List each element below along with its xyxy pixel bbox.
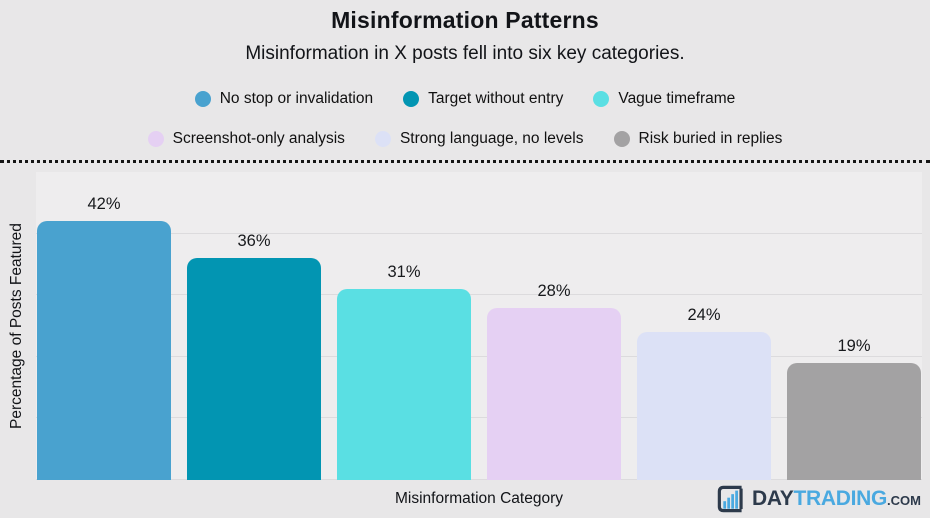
gridline — [36, 355, 922, 357]
bar — [337, 289, 471, 480]
logo-day-text: DAY — [751, 487, 794, 510]
legend-row-2: Screenshot-only analysis Strong language,… — [0, 130, 930, 148]
legend-label: Target without entry — [428, 90, 564, 107]
legend-label: Vague timeframe — [618, 90, 736, 107]
bar-group: 36% — [187, 172, 321, 480]
bar-group: 28% — [487, 172, 621, 480]
bars: 42% 36% 31% 28% 24% 19% — [37, 172, 921, 480]
bar — [187, 258, 321, 480]
bar-value-label: 19% — [837, 336, 871, 355]
page-title: Misinformation Patterns — [331, 7, 599, 33]
legend-item: Risk buried in replies — [613, 130, 783, 148]
bar-chart-logo-icon — [717, 485, 743, 513]
bar-value-label: 31% — [387, 263, 421, 282]
logo-trading-text: TRADING — [793, 487, 888, 510]
legend-item: Vague timeframe — [593, 90, 735, 108]
gridline — [36, 294, 922, 296]
bar — [487, 307, 621, 480]
legend-dot-icon — [593, 91, 610, 107]
legend-item: Screenshot-only analysis — [147, 130, 345, 148]
x-axis-label: Misinformation Category — [395, 490, 563, 507]
legend-row-1: No stop or invalidation Target without en… — [0, 90, 930, 108]
bar-group: 24% — [637, 172, 771, 480]
gridline — [36, 479, 922, 480]
legend-dot-icon — [403, 91, 420, 107]
bar-group: 42% — [37, 172, 171, 480]
bar-value-label: 36% — [237, 232, 271, 251]
bar-value-label: 24% — [687, 306, 721, 325]
legend-dot-icon — [147, 131, 164, 147]
gridline — [36, 417, 922, 419]
legend-label: No stop or invalidation — [219, 90, 374, 107]
legend-label: Risk buried in replies — [638, 130, 783, 147]
bar-value-label: 42% — [87, 195, 121, 214]
dotted-divider — [0, 160, 930, 163]
gridline — [36, 232, 922, 234]
daytrading-logo: DAY TRADING .COM — [716, 484, 921, 514]
bar-value-label: 28% — [537, 281, 571, 300]
legend-dot-icon — [613, 131, 630, 147]
legend-label: Screenshot-only analysis — [172, 130, 345, 147]
page-subtitle: Misinformation in X posts fell into six … — [245, 43, 685, 64]
bar — [37, 221, 171, 480]
y-axis-label: Percentage of Posts Featured — [8, 223, 25, 429]
legend-label: Strong language, no levels — [399, 130, 584, 147]
logo-com-text: .COM — [887, 493, 921, 508]
bar-group: 19% — [787, 172, 921, 480]
legend: No stop or invalidation Target without en… — [0, 90, 930, 148]
legend-dot-icon — [374, 131, 391, 147]
bar — [637, 332, 771, 480]
legend-item: Target without entry — [403, 90, 563, 108]
bar — [787, 362, 921, 480]
plot-area: 42% 36% 31% 28% 24% 19% — [36, 172, 922, 480]
legend-item: No stop or invalidation — [194, 90, 374, 108]
legend-item: Strong language, no levels — [374, 130, 584, 148]
daytrading-logo-text: DAY TRADING .COM — [752, 487, 921, 511]
bar-group: 31% — [337, 172, 471, 480]
legend-dot-icon — [194, 91, 211, 107]
